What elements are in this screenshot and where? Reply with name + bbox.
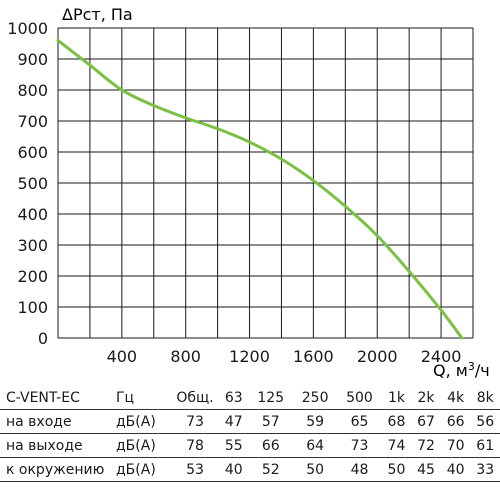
table-cell: 70	[446, 437, 465, 454]
y-tick-label: 400	[17, 205, 48, 224]
y-tick-label: 900	[17, 50, 48, 69]
table-header-cell: 250	[301, 389, 329, 406]
table-cell: 52	[261, 461, 280, 478]
table-cell: 68	[387, 413, 406, 430]
noise-table: C-VENT-EC Гц Общ. 63 125 250 500 1k 2k 4…	[0, 386, 500, 482]
pressure-flow-chart: 0 100 200 300 400 500 600 700 800 900 1000 400 800 12…	[7, 5, 490, 380]
grid	[57, 27, 474, 339]
table-cell: 40	[446, 461, 465, 478]
table-header-cell: 500	[346, 389, 373, 406]
x-tick-label: 1200	[229, 347, 270, 366]
tick-labels: 0 100 200 300 400 500 600 700 800 900 1000 400 800 12…	[7, 19, 461, 366]
table-cell: дБ(А)	[116, 413, 156, 430]
table-header-cell: Общ.	[176, 389, 214, 406]
y-tick-label: 700	[17, 112, 48, 131]
table-header-row: C-VENT-EC Гц Общ. 63 125 250 500 1k 2k 4…	[0, 386, 500, 410]
table-cell: 56	[476, 413, 495, 430]
x-tick-label: 400	[107, 347, 138, 366]
table-cell: дБ(А)	[116, 461, 156, 478]
x-tick-label: 2400	[421, 347, 462, 366]
table-header-cell: 8k	[476, 389, 494, 406]
table-cell: дБ(А)	[116, 437, 156, 454]
table-cell: 40	[224, 461, 243, 478]
y-tick-label: 1000	[7, 19, 48, 38]
x-tick-label: 1600	[293, 347, 334, 366]
table-cell: 48	[350, 461, 369, 478]
y-axis-label: ΔРст, Па	[62, 5, 133, 24]
table-cell: на входе	[6, 413, 72, 430]
table-cell: 66	[261, 437, 280, 454]
table-header-cell: 125	[257, 389, 285, 406]
table-cell: 57	[261, 413, 280, 430]
table-header-cell: 4k	[447, 389, 465, 406]
table-cell: 73	[186, 413, 204, 430]
table-cell: 50	[387, 461, 406, 478]
x-tick-label: 800	[170, 347, 201, 366]
y-tick-label: 300	[17, 236, 48, 255]
curve-layer	[56, 38, 464, 340]
table-cell: 66	[446, 413, 465, 430]
table-cell: 47	[224, 413, 243, 430]
y-tick-label: 600	[17, 143, 48, 162]
x-tick-label: 2000	[357, 347, 398, 366]
table-cell: 78	[186, 437, 204, 454]
table-header-cell: Гц	[116, 389, 135, 406]
table-row: на входе дБ(А) 73 47 57 59 65 68 67 66 5…	[0, 410, 500, 434]
y-tick-label: 200	[17, 267, 48, 286]
table-cell: на выходе	[6, 437, 83, 454]
table-cell: 55	[224, 437, 243, 454]
chart-svg: 0 100 200 300 400 500 600 700 800 900 1000 400 800 12…	[7, 5, 490, 380]
pressure-curve-line	[56, 38, 464, 340]
table-cell: 59	[306, 413, 325, 430]
table-cell: 61	[476, 437, 495, 454]
table-header-cell: 2k	[417, 389, 435, 406]
table-header-cell: C-VENT-EC	[6, 389, 80, 406]
table-cell: 50	[306, 461, 325, 478]
y-tick-label: 100	[17, 298, 48, 317]
table-cell: 74	[387, 437, 406, 454]
table-header-cell: 63	[224, 389, 243, 406]
table-row: к окружению дБ(А) 53 40 52 50 48 50 45 4…	[0, 458, 500, 482]
table-cell: 67	[417, 413, 435, 430]
table-cell: 73	[350, 437, 369, 454]
y-tick-label: 500	[17, 174, 48, 193]
table-cell: 72	[417, 437, 435, 454]
y-tick-label: 0	[38, 329, 48, 348]
table-header-cell: 1k	[387, 389, 405, 406]
x-axis-label: Q, м3/ч	[433, 360, 490, 380]
table-cell: 64	[306, 437, 325, 454]
table-row: на выходе дБ(А) 78 55 66 64 73 74 72 70 …	[0, 434, 500, 458]
y-tick-label: 800	[17, 81, 48, 100]
table-cell: 65	[350, 413, 369, 430]
table-cell: 45	[417, 461, 435, 478]
table-cell: 53	[186, 461, 204, 478]
table-cell: к окружению	[6, 461, 105, 478]
table-cell: 33	[476, 461, 495, 478]
